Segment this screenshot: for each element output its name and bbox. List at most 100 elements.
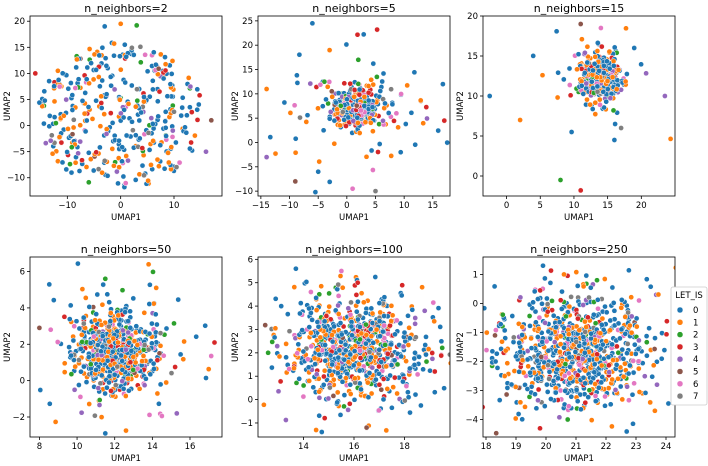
data-point — [398, 353, 405, 360]
data-point — [423, 351, 429, 358]
data-point — [342, 341, 349, 348]
data-point — [162, 124, 169, 131]
data-point — [354, 114, 361, 121]
data-point — [536, 314, 543, 321]
data-point — [535, 325, 542, 332]
data-point — [516, 368, 522, 375]
data-point — [119, 378, 126, 384]
data-point — [312, 189, 319, 195]
data-point — [71, 386, 78, 393]
data-point — [56, 83, 63, 90]
data-point — [55, 77, 62, 83]
legend-label: 0 — [693, 306, 698, 316]
y-tick-label: 0 — [473, 299, 478, 309]
data-point — [381, 105, 388, 111]
data-point — [111, 162, 117, 169]
data-point — [136, 171, 143, 178]
data-point — [317, 81, 324, 88]
data-point — [582, 318, 588, 325]
data-point — [141, 172, 147, 179]
data-point — [629, 391, 636, 398]
data-point — [615, 67, 622, 73]
data-point — [310, 384, 317, 391]
data-point — [567, 364, 573, 370]
data-point — [162, 61, 169, 68]
x-tick-label: 19 — [511, 442, 522, 452]
data-point — [125, 329, 132, 336]
data-point — [328, 88, 335, 95]
data-point — [316, 412, 323, 419]
data-point — [313, 295, 319, 301]
data-point — [612, 121, 618, 127]
data-point — [519, 416, 526, 423]
data-point — [194, 117, 201, 123]
data-point — [592, 320, 599, 327]
legend-label: 7 — [693, 392, 698, 402]
data-point — [595, 305, 601, 312]
data-point — [171, 320, 177, 327]
data-point — [68, 144, 75, 151]
data-point — [628, 294, 635, 301]
data-point — [146, 301, 153, 307]
data-point — [378, 386, 385, 393]
data-point — [370, 81, 377, 88]
data-point — [83, 379, 90, 385]
data-point — [447, 360, 450, 366]
data-point — [334, 364, 341, 371]
x-tick-label: 10 — [569, 201, 580, 211]
data-point — [598, 321, 605, 328]
data-point — [525, 363, 532, 370]
data-point — [54, 339, 61, 345]
data-point — [483, 347, 490, 353]
data-point — [327, 352, 334, 359]
data-point — [162, 108, 169, 115]
data-point — [294, 350, 301, 357]
data-point — [61, 313, 68, 320]
data-point — [75, 150, 81, 157]
data-point — [519, 357, 526, 364]
x-tick-label: 5 — [538, 201, 543, 211]
data-point — [388, 341, 395, 348]
data-point — [592, 99, 599, 106]
data-point — [326, 47, 333, 53]
data-point — [292, 149, 299, 156]
legend-marker — [676, 306, 684, 314]
data-point — [353, 292, 360, 298]
data-point — [115, 180, 121, 187]
legend-marker — [676, 392, 684, 400]
data-point — [368, 147, 375, 154]
data-point — [146, 93, 153, 100]
data-point — [573, 339, 580, 345]
data-point — [551, 361, 558, 367]
data-point — [283, 354, 289, 361]
data-point — [329, 338, 336, 345]
data-point — [85, 179, 92, 186]
data-point — [179, 94, 186, 101]
data-point — [321, 367, 328, 374]
data-point — [609, 423, 615, 430]
data-point — [369, 364, 376, 371]
data-point — [83, 76, 90, 83]
data-point — [315, 168, 322, 175]
data-point — [583, 324, 590, 330]
data-point — [334, 286, 341, 293]
data-point — [141, 309, 148, 316]
data-point — [321, 415, 328, 421]
data-point — [609, 341, 615, 348]
legend-label: 6 — [693, 380, 698, 390]
data-point — [361, 94, 368, 100]
data-point — [407, 335, 413, 342]
data-point — [366, 370, 373, 376]
y-tick-label: 15 — [467, 52, 478, 62]
legend-label: 3 — [693, 343, 698, 353]
data-point — [114, 363, 121, 370]
data-point — [50, 297, 57, 303]
data-point — [652, 407, 658, 414]
data-point — [153, 285, 160, 291]
data-point — [67, 302, 74, 309]
data-point — [388, 302, 395, 309]
y-axis-label: UMAP2 — [456, 332, 466, 362]
data-point — [97, 123, 104, 130]
data-point — [119, 144, 126, 151]
x-tick-label: 18 — [481, 442, 492, 452]
